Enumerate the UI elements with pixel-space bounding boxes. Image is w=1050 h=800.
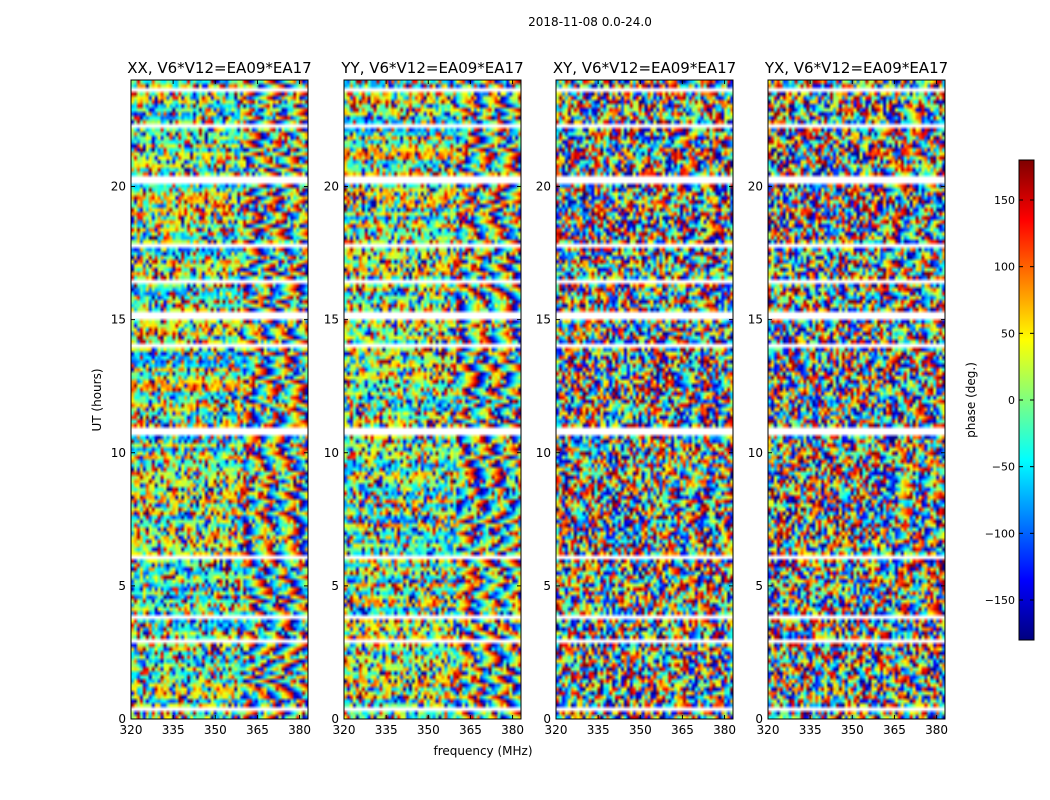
colorbar-tick-label: −150 [985, 594, 1015, 607]
y-tick-label: 15 [111, 313, 126, 327]
y-tick-label: 20 [536, 180, 551, 194]
x-axis-label: frequency (MHz) [433, 744, 532, 758]
y-tick-label: 0 [331, 712, 339, 726]
x-tick-label: 320 [120, 723, 143, 737]
panel-title: YY, V6*V12=EA09*EA17 [340, 59, 523, 77]
colorbar-tick-label: −100 [985, 527, 1015, 540]
y-tick-label: 0 [543, 712, 551, 726]
x-tick-label: 380 [713, 723, 736, 737]
x-tick-label: 365 [671, 723, 694, 737]
colorbar-label: phase (deg.) [964, 362, 978, 438]
x-tick-label: 365 [883, 723, 906, 737]
x-tick-label: 380 [501, 723, 524, 737]
x-tick-label: 335 [799, 723, 822, 737]
y-tick-label: 15 [536, 313, 551, 327]
x-tick-label: 350 [841, 723, 864, 737]
panel-xx: XX, V6*V12=EA09*EA17 320 335 350 365 380 0 5 10 1… [111, 59, 312, 737]
panel-title: YX, V6*V12=EA09*EA17 [764, 59, 948, 77]
colorbar-tick-label: −50 [992, 461, 1015, 474]
panel-frame [343, 79, 522, 720]
y-tick-label: 20 [748, 180, 763, 194]
colorbar-tick-label: 100 [994, 261, 1015, 274]
colorbar: 150 100 50 0 −50 −100 −150 [985, 159, 1035, 641]
heatmap-xx [131, 80, 308, 719]
x-tick-label: 380 [925, 723, 948, 737]
y-tick-label: 10 [748, 446, 763, 460]
panels-group: XX, V6*V12=EA09*EA17 320 335 350 365 380 0 5 10 1… [111, 59, 948, 737]
colorbar-tick-label: 0 [1008, 394, 1015, 407]
x-tick-label: 335 [162, 723, 185, 737]
x-tick-label: 335 [587, 723, 610, 737]
heatmap-xy [556, 80, 733, 719]
y-tick-label: 15 [748, 313, 763, 327]
colorbar-tick-label: 50 [1001, 327, 1015, 340]
y-tick-label: 20 [324, 180, 339, 194]
y-tick-label: 5 [331, 579, 339, 593]
heatmap-yx [768, 80, 945, 719]
y-tick-label: 10 [111, 446, 126, 460]
x-tick-label: 380 [288, 723, 311, 737]
y-tick-label: 5 [118, 579, 126, 593]
y-tick-label: 20 [111, 180, 126, 194]
x-tick-label: 365 [246, 723, 269, 737]
heatmap-yy [344, 80, 521, 719]
panel-frame [767, 79, 946, 720]
panel-xy: XY, V6*V12=EA09*EA17 320 335 350 365 380 0 5 10 1… [536, 59, 736, 737]
y-tick-label: 0 [118, 712, 126, 726]
panel-title: XX, V6*V12=EA09*EA17 [127, 59, 311, 77]
panel-frame [555, 79, 734, 720]
x-tick-label: 335 [375, 723, 398, 737]
x-tick-label: 320 [757, 723, 780, 737]
y-axis-label: UT (hours) [90, 368, 104, 431]
y-tick-label: 0 [755, 712, 763, 726]
x-tick-label: 320 [333, 723, 356, 737]
panel-yx: YX, V6*V12=EA09*EA17 320 335 350 365 380 0 5 10 1… [748, 59, 948, 737]
y-tick-label: 15 [324, 313, 339, 327]
panel-yy: YY, V6*V12=EA09*EA17 320 335 350 365 380 0 5 10 1… [324, 59, 524, 737]
y-tick-label: 10 [324, 446, 339, 460]
figure-suptitle: 2018-11-08 0.0-24.0 [528, 15, 652, 29]
x-tick-label: 350 [204, 723, 227, 737]
panel-frame [130, 79, 309, 720]
y-tick-label: 5 [543, 579, 551, 593]
y-tick-label: 10 [536, 446, 551, 460]
y-tick-label: 5 [755, 579, 763, 593]
x-tick-label: 320 [545, 723, 568, 737]
x-tick-label: 350 [417, 723, 440, 737]
x-tick-label: 350 [629, 723, 652, 737]
x-tick-label: 365 [459, 723, 482, 737]
panel-title: XY, V6*V12=EA09*EA17 [553, 59, 736, 77]
colorbar-tick-label: 150 [994, 194, 1015, 207]
